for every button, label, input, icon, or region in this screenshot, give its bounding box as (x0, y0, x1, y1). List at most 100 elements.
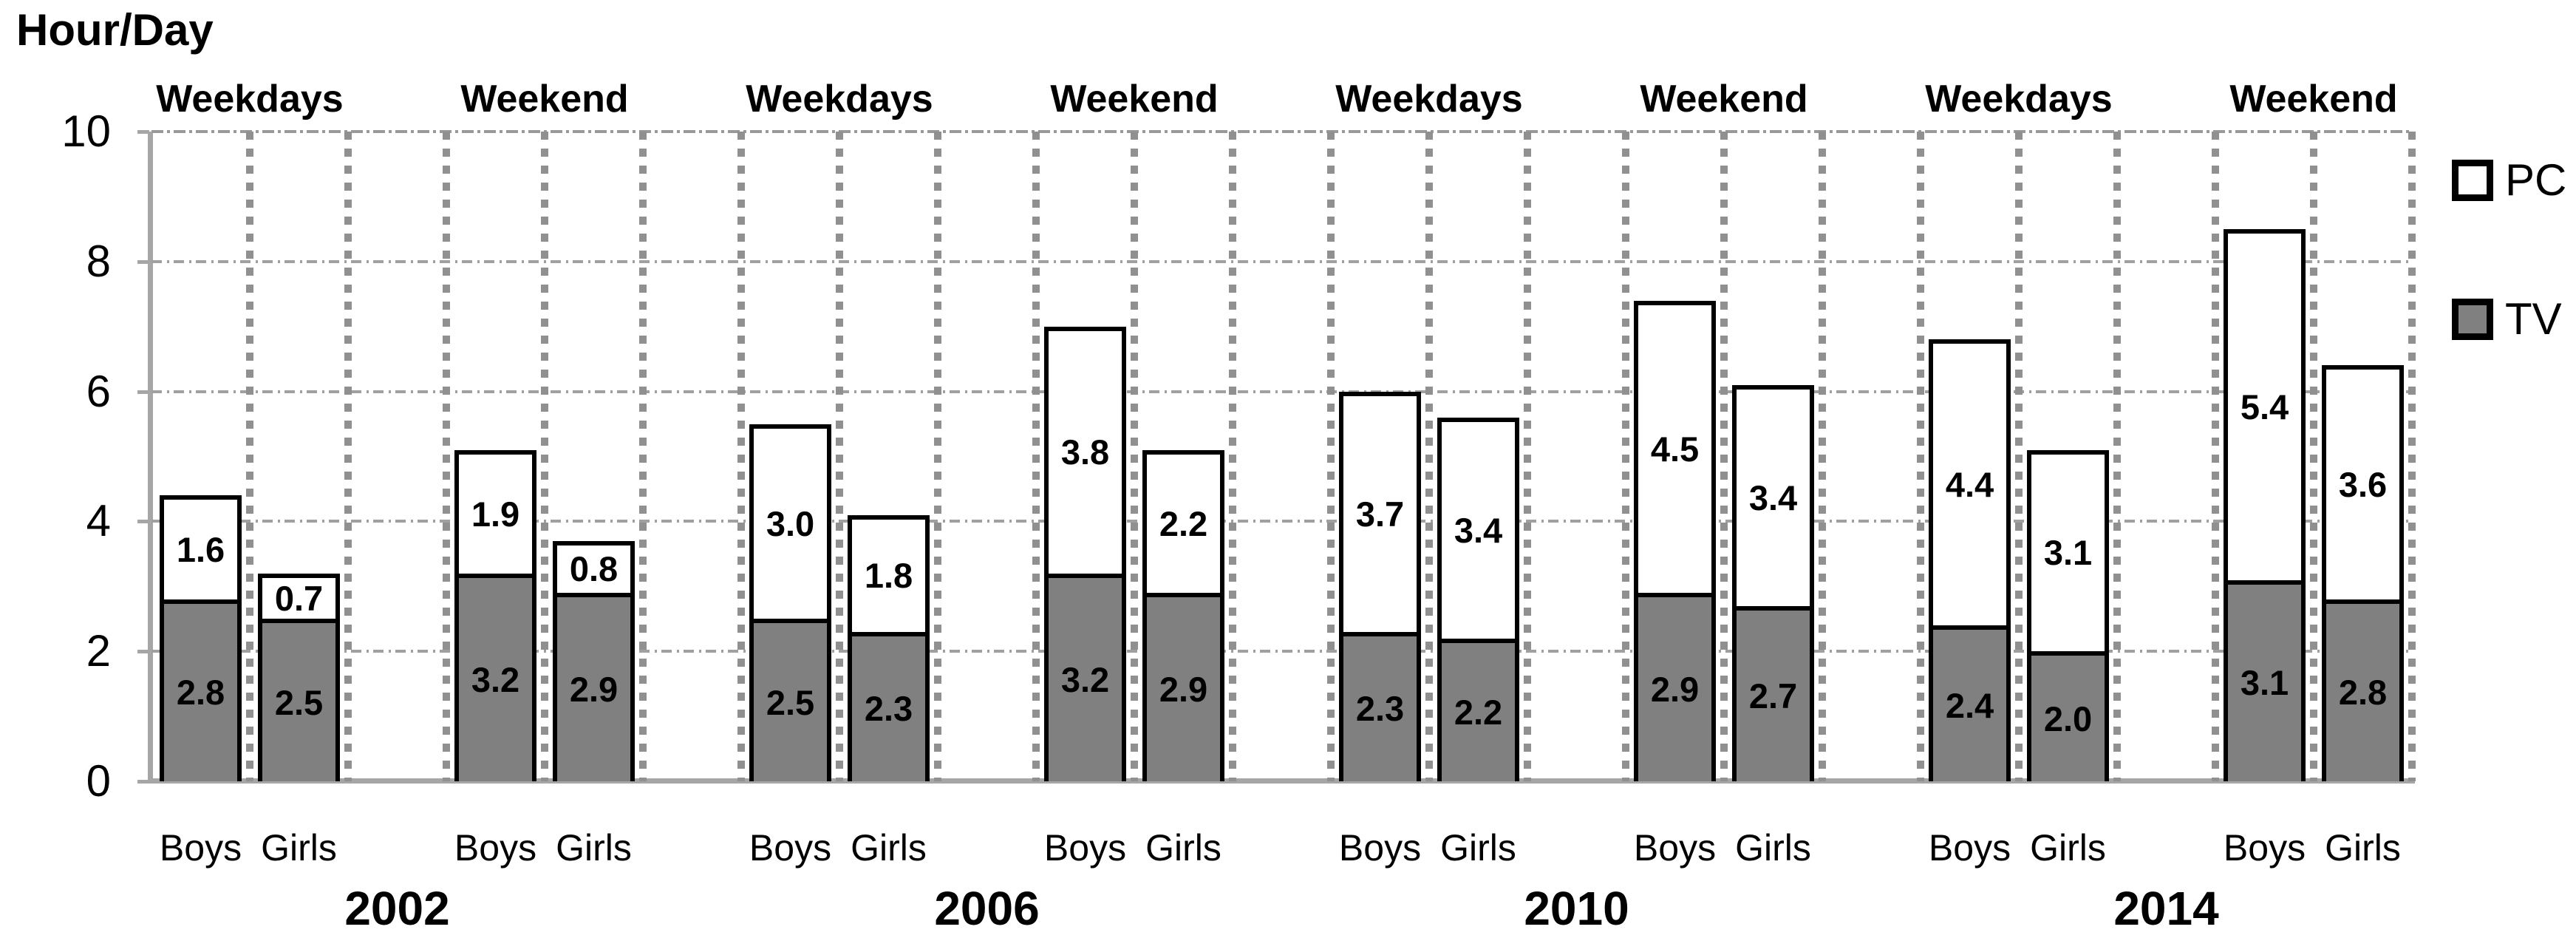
tv-segment: 3.1 (2223, 580, 2306, 781)
pc-value-label: 3.0 (766, 503, 815, 543)
gridline (151, 390, 2412, 393)
year-label: 2002 (344, 882, 450, 935)
tv-value-label: 2.9 (569, 670, 619, 710)
pc-segment: 1.6 (159, 495, 242, 599)
sex-label: Girls (2030, 827, 2106, 869)
pc-value-label: 3.7 (1355, 494, 1405, 534)
daytype-label: Weekdays (1925, 78, 2113, 120)
pc-segment: 0.8 (552, 540, 636, 594)
pc-segment: 3.7 (1338, 391, 1422, 632)
pc-segment: 3.4 (1731, 384, 1815, 606)
sex-label: Boys (1633, 827, 1717, 869)
tv-segment: 2.2 (1437, 638, 1520, 781)
bar-2002-weekend-girls: 0.8 2.9 (552, 540, 636, 781)
column-divider-line (443, 132, 450, 781)
tv-value-label: 2.7 (1748, 676, 1798, 716)
bar-2010-weekdays-boys: 3.7 2.3 (1338, 391, 1422, 781)
tv-segment: 2.8 (159, 599, 242, 781)
bar-2014-weekend-girls: 3.6 2.8 (2321, 365, 2405, 781)
bar-2006-weekend-boys: 3.8 3.2 (1043, 326, 1127, 781)
plot-area (151, 130, 2416, 781)
pc-value-label: 0.7 (274, 578, 324, 618)
tv-value-label: 2.0 (2043, 699, 2093, 738)
pc-segment: 4.5 (1633, 300, 1717, 594)
tv-value-label: 2.4 (1945, 685, 1994, 725)
sex-label: Girls (261, 827, 337, 869)
tv-value-label: 3.1 (2240, 663, 2289, 703)
column-divider-line (1622, 132, 1629, 781)
column-divider-line (1229, 132, 1236, 781)
tv-segment: 2.5 (749, 619, 832, 781)
pc-value-label: 1.9 (471, 494, 520, 534)
y-tick-mark (137, 259, 149, 264)
legend: PC TV (2452, 0, 2576, 938)
bar-2010-weekend-boys: 4.5 2.9 (1633, 300, 1717, 781)
bar-2014-weekdays-boys: 4.4 2.4 (1928, 339, 2011, 781)
column-divider-line (639, 132, 647, 781)
bar-2014-weekdays-girls: 3.1 2.0 (2026, 449, 2110, 781)
pc-value-label: 1.6 (176, 530, 225, 570)
tv-value-label: 2.5 (766, 682, 815, 722)
pc-value-label: 5.4 (2240, 387, 2289, 426)
gridline (151, 650, 2412, 653)
legend-item-tv: TV (2452, 297, 2562, 341)
tv-value-label: 2.2 (1454, 692, 1503, 732)
y-tick-label: 10 (61, 106, 111, 156)
y-tick-mark (137, 520, 149, 524)
bar-2006-weekdays-boys: 3.0 2.5 (749, 424, 832, 781)
pc-value-label: 0.8 (569, 549, 619, 589)
gridline (151, 520, 2412, 523)
y-tick-label: 4 (86, 496, 111, 546)
year-label: 2010 (1524, 882, 1629, 935)
sex-label: Boys (454, 827, 537, 869)
tv-value-label: 3.2 (1060, 659, 1110, 699)
pc-value-label: 3.8 (1060, 432, 1110, 472)
y-axis-line (148, 132, 153, 783)
tv-value-label: 3.2 (471, 659, 520, 699)
tv-segment: 2.3 (1338, 631, 1422, 781)
sex-label: Girls (2325, 827, 2401, 869)
tv-value-label: 2.5 (274, 682, 324, 722)
sex-label: Boys (1928, 827, 2011, 869)
tv-segment: 2.0 (2026, 651, 2110, 781)
tv-value-label: 2.8 (176, 673, 225, 713)
bar-2002-weekend-boys: 1.9 3.2 (454, 449, 537, 781)
tv-segment: 2.8 (2321, 599, 2405, 781)
column-divider-line (836, 132, 843, 781)
plot-top-border-line (151, 130, 2412, 133)
tv-segment: 2.4 (1928, 625, 2011, 781)
tv-value-label: 2.8 (2338, 673, 2388, 713)
year-label: 2014 (2113, 882, 2219, 935)
pc-value-label: 3.4 (1454, 510, 1503, 550)
column-divider-line (246, 132, 253, 781)
column-divider-line (1425, 132, 1433, 781)
tv-segment: 2.9 (1142, 593, 1225, 781)
bar-2010-weekend-girls: 3.4 2.7 (1731, 384, 1815, 781)
tv-segment: 3.2 (1043, 573, 1127, 781)
sex-label: Boys (159, 827, 242, 869)
pc-legend-swatch-icon (2452, 160, 2493, 201)
sex-label: Girls (851, 827, 927, 869)
column-divider-line (2015, 132, 2023, 781)
tv-value-label: 2.3 (864, 689, 913, 729)
daytype-label: Weekend (2229, 78, 2398, 120)
pc-value-label: 4.5 (1650, 429, 1700, 469)
column-divider-line (1327, 132, 1335, 781)
daytype-label: Weekend (1640, 78, 1808, 120)
column-divider-line (1524, 132, 1531, 781)
column-divider-line (1720, 132, 1728, 781)
pc-segment: 1.8 (847, 514, 930, 632)
sex-label: Girls (1440, 827, 1516, 869)
gridline (151, 259, 2412, 263)
pc-segment: 3.0 (749, 424, 832, 619)
y-tick-mark (137, 390, 149, 394)
pc-value-label: 3.4 (1748, 478, 1798, 517)
pc-value-label: 4.4 (1945, 465, 1994, 505)
y-tick-label: 0 (86, 756, 111, 806)
pc-segment: 0.7 (257, 573, 341, 619)
column-divider-line (541, 132, 548, 781)
pc-segment: 3.6 (2321, 365, 2405, 599)
bar-2002-weekdays-boys: 1.6 2.8 (159, 495, 242, 781)
column-divider-line (2113, 132, 2121, 781)
sex-label: Girls (1735, 827, 1811, 869)
